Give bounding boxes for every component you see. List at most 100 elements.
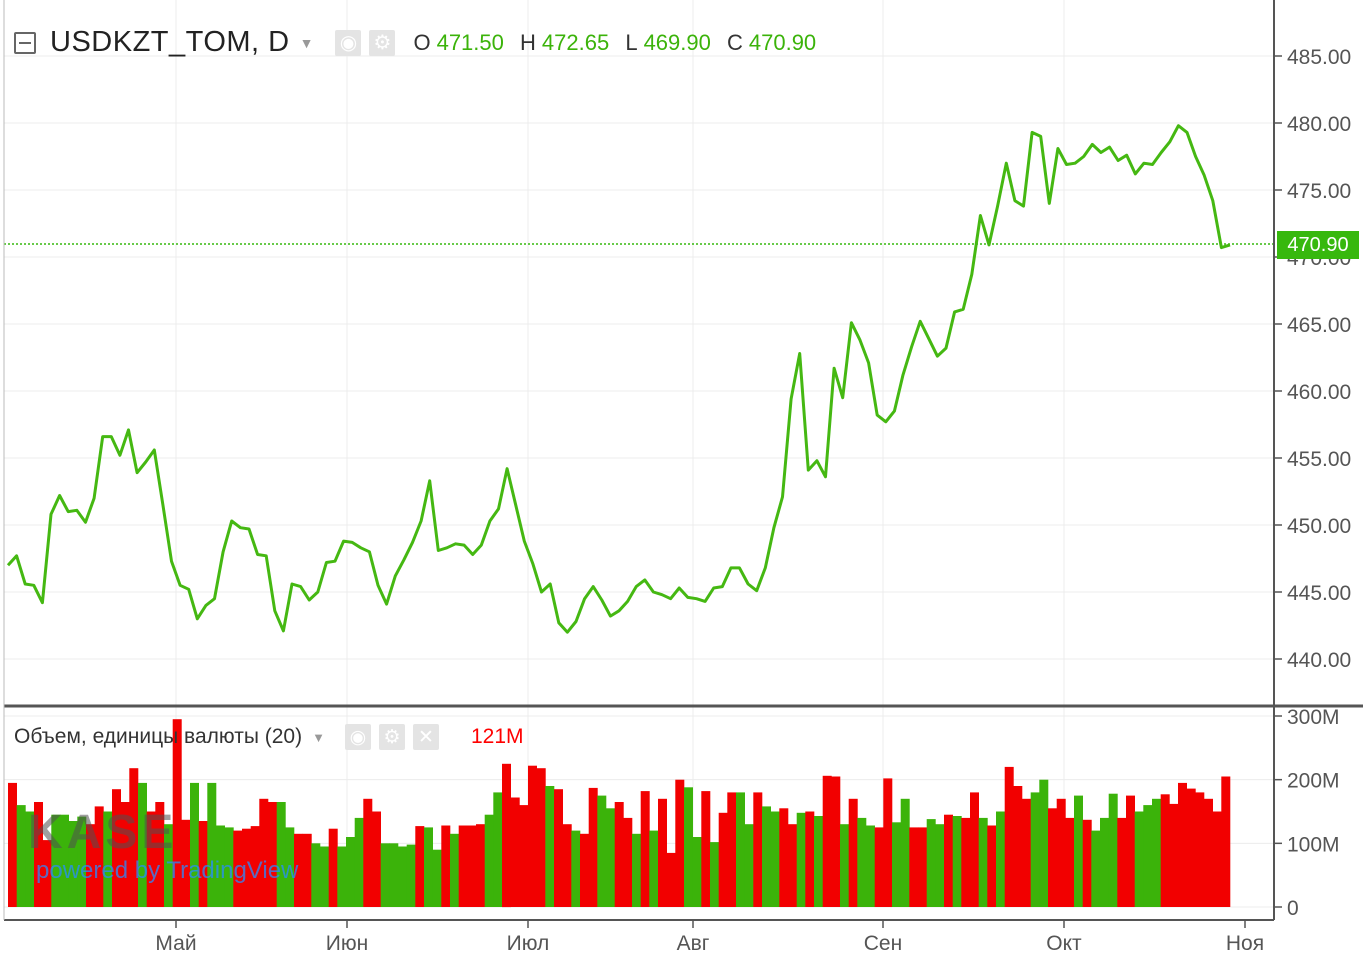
symbol-name[interactable]: USDKZT_TOM, D [50,26,290,58]
volume-bar [16,805,26,907]
volume-bar [788,824,797,907]
volume-bar [580,833,589,907]
volume-bar [883,778,893,907]
time-tick-label: Авг [677,932,710,955]
volume-bar [493,792,503,907]
volume-bar [1204,798,1213,907]
volume-bar [181,819,191,907]
volume-bar [354,817,364,907]
volume-tick-label: 200M [1287,770,1340,793]
price-tick-label: 475.00 [1287,180,1351,203]
price-tick-label: 460.00 [1287,381,1351,404]
volume-bar [302,833,312,907]
volume-bar [60,814,69,907]
collapse-icon[interactable] [14,31,36,54]
volume-bar [762,806,771,907]
volume-bar [8,782,17,907]
volume-bar [484,814,494,907]
volume-value: 121M [470,725,524,748]
volume-bar [970,792,979,907]
volume-bar [1004,766,1014,907]
volume-bar [476,824,485,907]
volume-bar [632,833,641,907]
price-tick-label: 440.00 [1287,649,1351,672]
volume-bar [753,792,763,907]
volume-bar [736,792,745,907]
volume-bar [216,825,225,907]
volume-bar [103,811,113,907]
volume-bar [606,808,615,907]
volume-bar [1126,795,1135,907]
open-label: O [413,29,431,55]
kase-logo: KASE [28,806,178,859]
eye-icon[interactable]: ◉ [335,29,362,56]
volume-bar [233,830,243,907]
volume-bar [285,827,295,907]
price-tick-label: 455.00 [1287,448,1351,471]
volume-bar [207,782,217,907]
volume-bar [814,816,823,907]
volume-bar [866,825,875,907]
volume-bar [935,824,945,907]
eye-icon[interactable]: ◉ [344,724,371,750]
volume-bar [389,843,399,907]
volume-bar [640,791,650,907]
volume-bar [710,842,719,907]
volume-bar [398,846,407,907]
volume-bar [415,826,425,907]
volume-bar [68,821,78,907]
volume-axis[interactable]: 300M 200M 100M 0 [1274,706,1340,920]
volume-bar [1065,817,1075,907]
volume-bar [250,826,260,907]
volume-bar [718,812,728,907]
volume-bar [900,798,910,907]
chevron-down-icon[interactable]: ▼ [312,729,325,745]
volume-bar [1022,798,1031,907]
volume-title[interactable]: Объем, единицы валюты (20) [14,725,303,748]
volume-bar [701,791,711,907]
volume-bar [441,825,451,907]
volume-bar [554,789,563,907]
time-tick-label: Ноя [1226,932,1264,955]
volume-bar [294,833,303,907]
volume-bar [1160,794,1170,907]
volume-bar [918,827,927,907]
volume-bar [562,824,572,907]
time-axis[interactable]: Май Июн Июл Авг Сен Окт Ноя [155,920,1264,955]
volume-bar [779,808,789,907]
gear-icon[interactable]: ⚙ [369,29,396,56]
close-label: C [726,29,743,55]
volume-bar [337,846,347,907]
volume-bar [363,798,373,907]
volume-bar [77,816,87,907]
volume-bar [614,802,624,907]
volume-bar [129,768,139,907]
chevron-down-icon[interactable]: ▼ [299,34,314,51]
volume-bar [978,817,988,907]
volume-bar [1134,811,1144,907]
volume-bar [155,802,165,907]
close-value: 470.90 [748,29,817,55]
volume-bar [892,822,901,907]
price-tick-label: 445.00 [1287,582,1351,605]
volume-tick-label: 0 [1287,897,1299,920]
volume-bar [744,824,754,907]
volume-tick-label: 100M [1287,833,1340,856]
volume-bar [692,837,702,907]
volume-bar [1056,798,1066,907]
volume-bar [1143,805,1153,907]
volume-tick-label: 300M [1287,706,1340,729]
close-icon[interactable]: ✕ [412,724,439,750]
time-tick-label: Окт [1046,932,1082,955]
volume-bar [1212,811,1222,907]
volume-bar [1152,798,1161,907]
volume-bar [1108,793,1118,907]
volume-bar [1100,817,1109,907]
volume-bar [952,816,962,907]
volume-bar [268,802,277,907]
volume-bar [112,789,121,907]
gear-icon[interactable]: ⚙ [378,724,405,750]
volume-bar [146,811,156,907]
low-label: L [625,29,638,55]
